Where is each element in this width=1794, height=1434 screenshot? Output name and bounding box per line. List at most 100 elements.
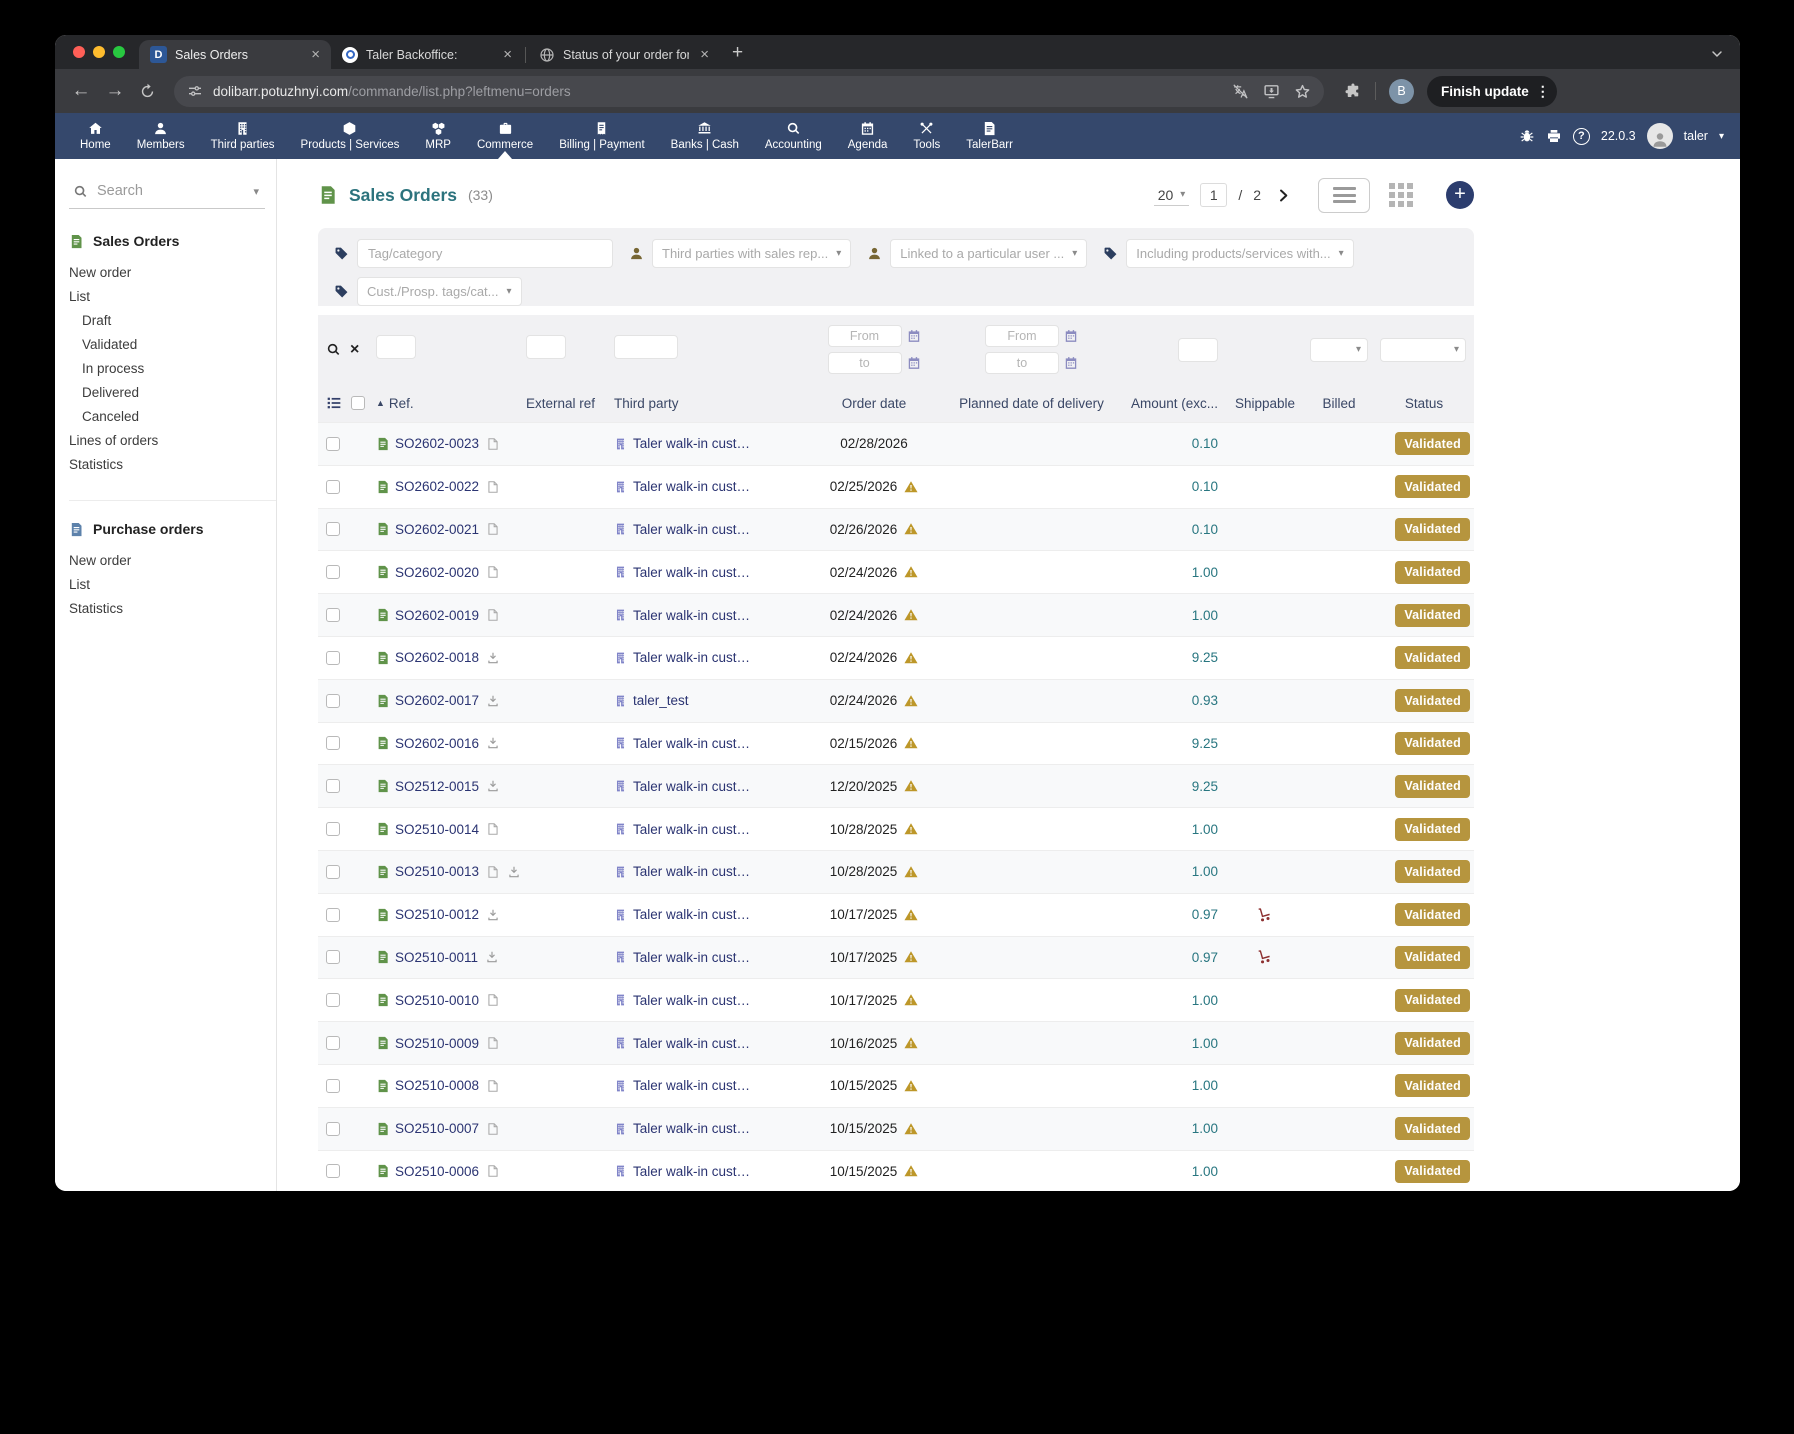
amount-link[interactable]: 1.00 — [1192, 565, 1218, 580]
calendar-icon[interactable] — [907, 356, 921, 370]
order-ref-link[interactable]: SO2510-0009 — [395, 1036, 479, 1051]
user-avatar[interactable] — [1647, 123, 1673, 149]
download-document-icon[interactable] — [507, 865, 521, 879]
sidebar-search[interactable]: ▾ — [69, 183, 265, 209]
nav-item-agenda[interactable]: Agenda — [835, 113, 901, 159]
clear-filters-icon[interactable]: × — [350, 341, 359, 359]
external-ref-filter-input[interactable] — [526, 335, 566, 359]
close-tab-icon[interactable]: × — [308, 47, 323, 62]
order-ref-link[interactable]: SO2602-0017 — [395, 693, 479, 708]
third-party-link[interactable]: Taler walk-in cust… — [633, 993, 750, 1008]
table-row[interactable]: SO2510-0011 Taler walk-in cust… 10/17/20… — [318, 936, 1474, 979]
note-icon[interactable] — [486, 608, 500, 622]
sidebar-item-sales-orders-in-process[interactable]: In process — [69, 356, 262, 380]
row-checkbox[interactable] — [326, 908, 340, 922]
sidebar-item-sales-orders-draft[interactable]: Draft — [69, 308, 262, 332]
amount-link[interactable]: 1.00 — [1192, 1121, 1218, 1136]
maximize-window-button[interactable] — [113, 46, 125, 58]
products-filter-select[interactable]: Including products/services with... ▾ — [1126, 239, 1353, 268]
third-party-link[interactable]: Taler walk-in cust… — [633, 1121, 750, 1136]
sidebar-item-sales-orders-list[interactable]: List — [69, 284, 262, 308]
select-all-checkbox[interactable] — [351, 396, 365, 410]
third-party-link[interactable]: Taler walk-in cust… — [633, 950, 750, 965]
delivery-date-to-input[interactable]: to — [985, 352, 1059, 374]
run-search-icon[interactable] — [326, 342, 341, 357]
download-document-icon[interactable] — [486, 651, 500, 665]
install-app-icon[interactable] — [1263, 83, 1280, 100]
table-row[interactable]: SO2602-0023 Taler walk-in cust… 02/28/20… — [318, 422, 1474, 465]
tab-taler-backoffice[interactable]: Taler Backoffice: × — [331, 40, 523, 69]
table-row[interactable]: SO2510-0006 Taler walk-in cust… 10/15/20… — [318, 1150, 1474, 1191]
table-row[interactable]: SO2602-0018 Taler walk-in cust… 02/24/20… — [318, 636, 1474, 679]
order-ref-link[interactable]: SO2602-0018 — [395, 650, 479, 665]
order-ref-link[interactable]: SO2512-0015 — [395, 779, 479, 794]
nav-item-commerce[interactable]: Commerce — [464, 113, 546, 159]
note-icon[interactable] — [486, 822, 500, 836]
third-party-link[interactable]: Taler walk-in cust… — [633, 864, 750, 879]
amount-link[interactable]: 1.00 — [1192, 822, 1218, 837]
third-party-link[interactable]: Taler walk-in cust… — [633, 1164, 750, 1179]
nav-item-talerbarr[interactable]: TalerBarr — [953, 113, 1026, 159]
order-ref-link[interactable]: SO2602-0019 — [395, 608, 479, 623]
tab-search-chevron-icon[interactable] — [1709, 46, 1725, 62]
third-party-link[interactable]: Taler walk-in cust… — [633, 822, 750, 837]
row-checkbox[interactable] — [326, 950, 340, 964]
amount-link[interactable]: 9.25 — [1192, 779, 1218, 794]
table-row[interactable]: SO2602-0022 Taler walk-in cust… 02/25/20… — [318, 465, 1474, 508]
note-icon[interactable] — [486, 480, 500, 494]
table-row[interactable]: SO2510-0013 Taler walk-in cust… 10/28/20… — [318, 850, 1474, 893]
billed-filter-select[interactable]: ▾ — [1310, 338, 1368, 362]
sidebar-item-sales-orders-validated[interactable]: Validated — [69, 332, 262, 356]
back-button[interactable]: ← — [67, 80, 95, 102]
sidebar-item-purchase-orders-new-order[interactable]: New order — [69, 548, 262, 572]
new-tab-button[interactable]: + — [732, 42, 743, 64]
row-checkbox[interactable] — [326, 608, 340, 622]
nav-item-products-services[interactable]: Products | Services — [288, 113, 413, 159]
order-ref-link[interactable]: SO2602-0022 — [395, 479, 479, 494]
amount-link[interactable]: 0.10 — [1192, 479, 1218, 494]
extensions-icon[interactable] — [1344, 82, 1362, 100]
third-party-link[interactable]: taler_test — [633, 693, 689, 708]
nav-item-tools[interactable]: Tools — [900, 113, 953, 159]
list-view-button[interactable] — [1318, 178, 1370, 213]
download-document-icon[interactable] — [486, 736, 500, 750]
nav-item-accounting[interactable]: Accounting — [752, 113, 835, 159]
third-party-link[interactable]: Taler walk-in cust… — [633, 736, 750, 751]
row-checkbox[interactable] — [326, 1036, 340, 1050]
amount-link[interactable]: 1.00 — [1192, 1036, 1218, 1051]
bug-report-icon[interactable] — [1519, 128, 1535, 144]
sales-rep-select[interactable]: Third parties with sales rep... ▾ — [652, 239, 851, 268]
forward-button[interactable]: → — [101, 80, 129, 102]
row-checkbox[interactable] — [326, 651, 340, 665]
order-ref-link[interactable]: SO2602-0023 — [395, 436, 479, 451]
row-checkbox[interactable] — [326, 1164, 340, 1178]
third-party-link[interactable]: Taler walk-in cust… — [633, 608, 750, 623]
column-header-planned-date[interactable]: Planned date of delivery — [949, 396, 1114, 411]
sidebar-item-sales-orders-lines-of-orders[interactable]: Lines of orders — [69, 428, 262, 452]
column-header-third-party[interactable]: Third party — [614, 396, 799, 411]
nav-item-banks-cash[interactable]: Banks | Cash — [658, 113, 752, 159]
note-icon[interactable] — [486, 1079, 500, 1093]
table-row[interactable]: SO2510-0014 Taler walk-in cust… 10/28/20… — [318, 807, 1474, 850]
order-date-from-input[interactable]: From — [828, 325, 902, 347]
table-row[interactable]: SO2510-0012 Taler walk-in cust… 10/17/20… — [318, 893, 1474, 936]
finish-update-button[interactable]: Finish update ⋮ — [1427, 76, 1557, 107]
third-party-link[interactable]: Taler walk-in cust… — [633, 1078, 750, 1093]
order-ref-link[interactable]: SO2510-0008 — [395, 1078, 479, 1093]
table-row[interactable]: SO2510-0007 Taler walk-in cust… 10/15/20… — [318, 1107, 1474, 1150]
calendar-icon[interactable] — [907, 329, 921, 343]
amount-link[interactable]: 1.00 — [1192, 993, 1218, 1008]
note-icon[interactable] — [486, 522, 500, 536]
order-ref-link[interactable]: SO2510-0010 — [395, 993, 479, 1008]
user-menu[interactable]: taler — [1684, 129, 1708, 143]
note-icon[interactable] — [486, 1036, 500, 1050]
order-ref-link[interactable]: SO2602-0016 — [395, 736, 479, 751]
grid-view-button[interactable] — [1389, 183, 1413, 207]
third-party-link[interactable]: Taler walk-in cust… — [633, 522, 750, 537]
amount-link[interactable]: 9.25 — [1192, 736, 1218, 751]
close-window-button[interactable] — [73, 46, 85, 58]
download-document-icon[interactable] — [485, 950, 499, 964]
column-header-amount[interactable]: Amount (exc... — [1114, 396, 1226, 411]
amount-link[interactable]: 0.10 — [1192, 522, 1218, 537]
row-checkbox[interactable] — [326, 1122, 340, 1136]
